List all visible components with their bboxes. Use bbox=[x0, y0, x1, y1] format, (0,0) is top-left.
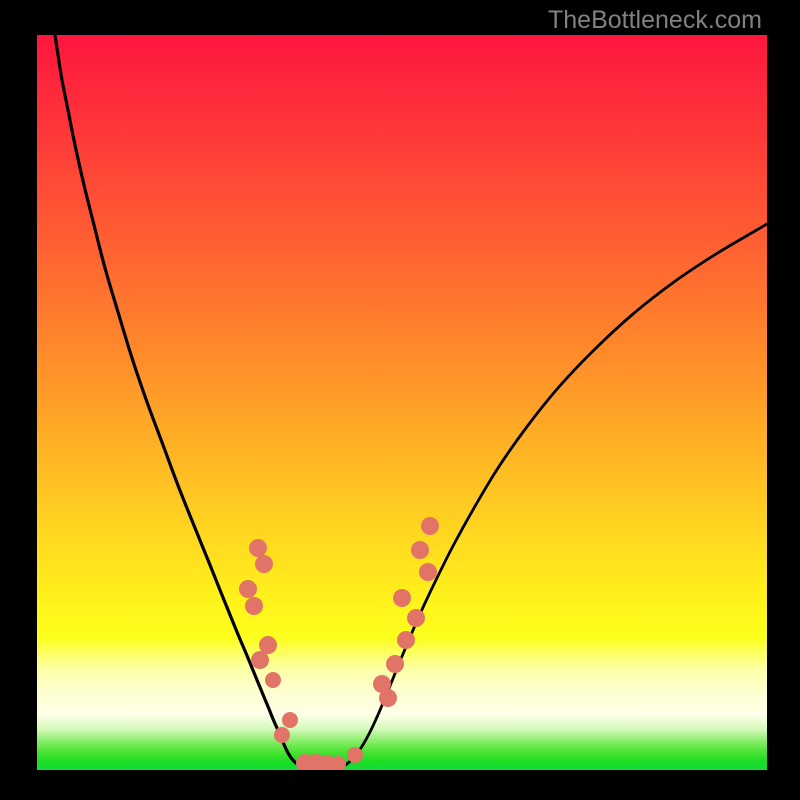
marker-dot bbox=[245, 597, 263, 615]
marker-dot bbox=[411, 541, 429, 559]
marker-dot bbox=[393, 589, 411, 607]
plot-area bbox=[37, 35, 767, 770]
frame-right bbox=[767, 0, 800, 800]
marker-dot bbox=[386, 655, 404, 673]
marker-dot bbox=[397, 631, 415, 649]
marker-dot bbox=[282, 712, 298, 728]
marker-dot bbox=[255, 555, 273, 573]
marker-dot bbox=[347, 747, 363, 763]
marker-dot bbox=[373, 675, 391, 693]
chart-svg bbox=[37, 35, 767, 770]
frame-bottom bbox=[0, 770, 800, 800]
marker-dot bbox=[239, 580, 257, 598]
marker-dot bbox=[407, 609, 425, 627]
frame-left bbox=[0, 0, 37, 800]
marker-dot bbox=[251, 651, 269, 669]
marker-dot bbox=[419, 563, 437, 581]
marker-dot bbox=[249, 539, 267, 557]
marker-dot bbox=[274, 727, 290, 743]
marker-dot bbox=[421, 517, 439, 535]
marker-dot bbox=[265, 672, 281, 688]
watermark-text: TheBottleneck.com bbox=[548, 6, 762, 35]
